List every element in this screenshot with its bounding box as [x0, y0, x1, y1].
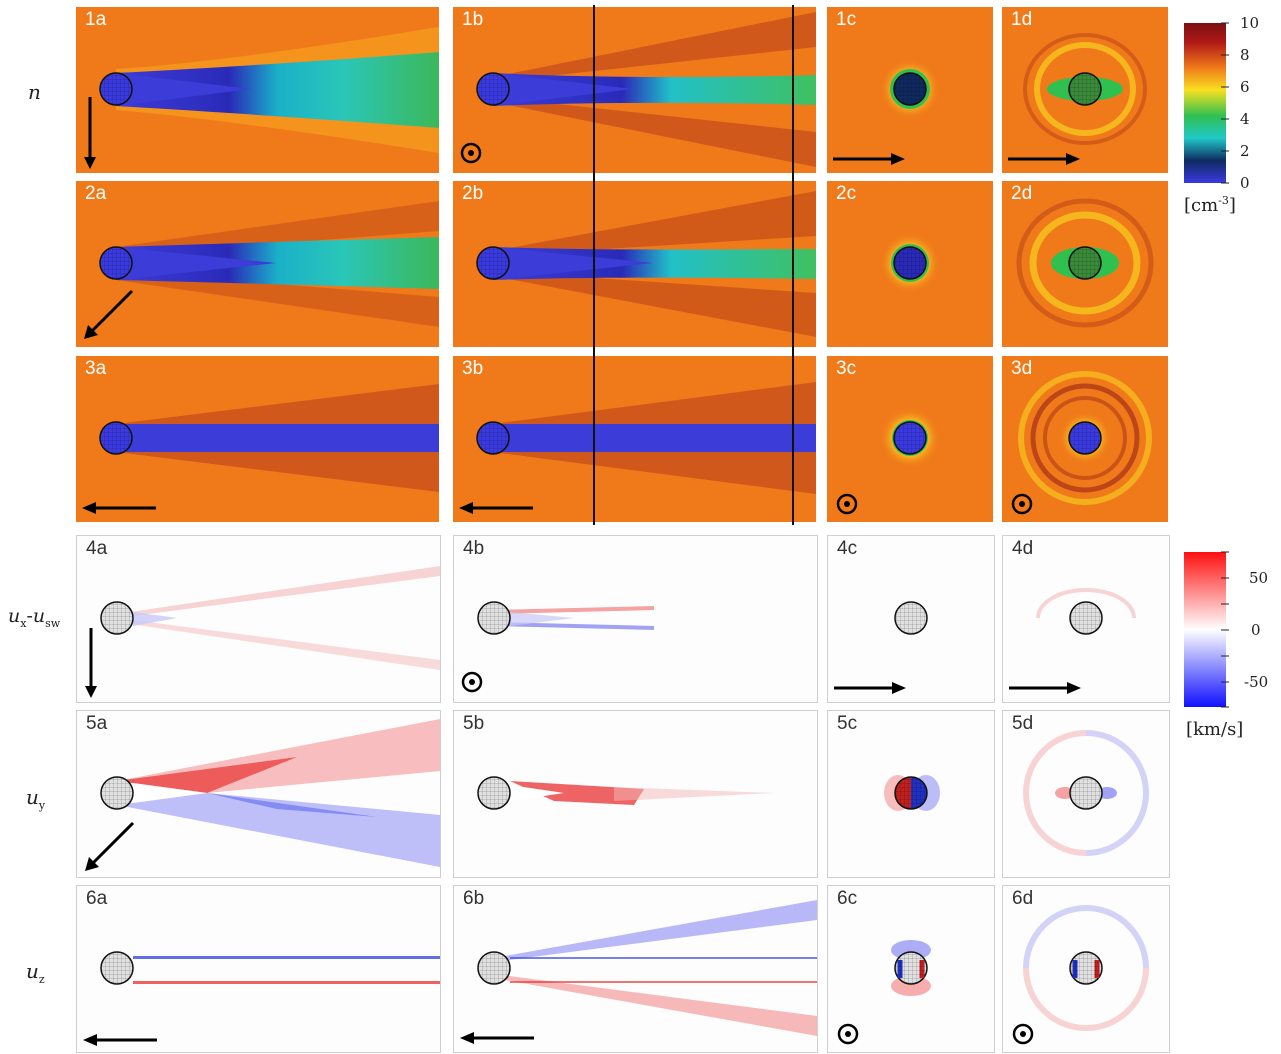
panel-label-6a: 6a: [86, 888, 108, 909]
panel-2b: 2b: [453, 181, 816, 347]
panel-2d: 2d: [1002, 181, 1168, 347]
panel-label-2a: 2a: [85, 183, 107, 204]
panel-6d: 6d: [1002, 885, 1170, 1053]
velocity-colorbar: [1184, 551, 1229, 708]
panel-1d: 1d: [1002, 7, 1168, 173]
density-unit-label: [cm-3]: [1184, 194, 1236, 216]
panel-label-4c: 4c: [837, 538, 858, 559]
panel-5a: 5a: [76, 710, 441, 878]
panel-6a: 6a: [76, 885, 441, 1053]
panel-1c: 1c: [827, 7, 993, 173]
density-tick-2: 2: [1240, 142, 1250, 160]
row-label-uz: uz: [26, 959, 45, 986]
density-tick-4: 4: [1240, 110, 1250, 128]
panel-3b: 3b: [453, 356, 816, 522]
panel-label-6b: 6b: [463, 888, 485, 909]
panel-3c: 3c: [827, 356, 993, 522]
panel-label-2b: 2b: [462, 183, 484, 204]
panel-label-5a: 5a: [86, 713, 108, 734]
velocity-tick-0: 0: [1251, 621, 1261, 639]
panel-label-4b: 4b: [463, 538, 485, 559]
panel-1b: 1b: [453, 7, 816, 173]
panel-label-5b: 5b: [463, 713, 485, 734]
panel-label-4d: 4d: [1012, 538, 1034, 559]
panel-6c: 6c: [827, 885, 995, 1053]
panel-label-6c: 6c: [837, 888, 858, 909]
density-tick-0: 0: [1240, 174, 1250, 192]
panel-label-5d: 5d: [1012, 713, 1034, 734]
panel-label-2c: 2c: [836, 183, 857, 204]
panel-label-3b: 3b: [462, 358, 484, 379]
velocity-tick-50: 50: [1249, 569, 1269, 587]
panel-label-6d: 6d: [1012, 888, 1034, 909]
cut-line-right: [792, 5, 794, 525]
panel-4b: 4b: [453, 535, 818, 703]
velocity-tick-neg50: -50: [1244, 673, 1269, 691]
panel-label-1c: 1c: [836, 9, 857, 30]
panel-label-5c: 5c: [837, 713, 858, 734]
density-tick-8: 8: [1240, 46, 1250, 64]
panel-label-1a: 1a: [85, 9, 107, 30]
panel-3d: 3d: [1002, 356, 1168, 522]
row-label-ux: ux-usw: [8, 605, 61, 630]
panel-6b: 6b: [453, 885, 818, 1053]
row-label-uy: uy: [26, 785, 46, 812]
velocity-unit-label: [km/s]: [1186, 719, 1244, 740]
panel-label-3a: 3a: [85, 358, 107, 379]
density-tick-10: 10: [1240, 14, 1260, 32]
cut-line-left: [593, 5, 595, 525]
panel-2c: 2c: [827, 181, 993, 347]
panel-2a: 2a: [76, 181, 439, 347]
panel-label-2d: 2d: [1011, 183, 1033, 204]
row-label-density: n: [28, 80, 41, 104]
panel-5c: 5c: [827, 710, 995, 878]
panel-label-3c: 3c: [836, 358, 857, 379]
panel-label-1b: 1b: [462, 9, 484, 30]
panel-3a: 3a: [76, 356, 439, 522]
density-colorbar: [1184, 22, 1229, 184]
panel-5b: 5b: [453, 710, 818, 878]
panel-5d: 5d: [1002, 710, 1170, 878]
panel-label-4a: 4a: [86, 538, 108, 559]
panel-4a: 4a: [76, 535, 441, 703]
panel-label-3d: 3d: [1011, 358, 1033, 379]
panel-4d: 4d: [1002, 535, 1170, 703]
density-tick-6: 6: [1240, 78, 1250, 96]
panel-1a: 1a: [76, 7, 439, 173]
panel-label-1d: 1d: [1011, 9, 1033, 30]
panel-4c: 4c: [827, 535, 995, 703]
